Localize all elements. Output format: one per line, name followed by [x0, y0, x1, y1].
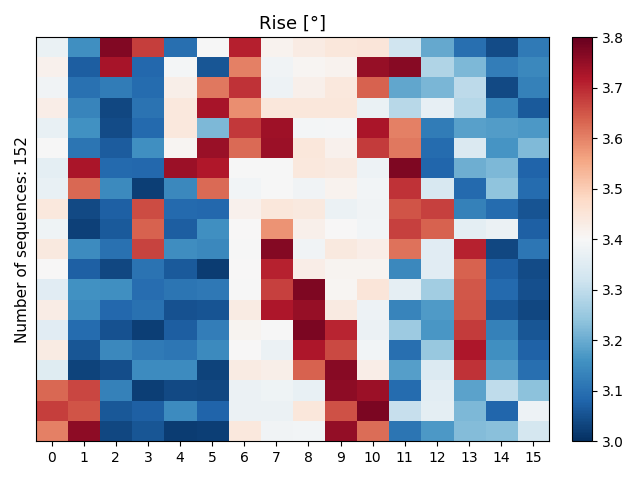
Title: Rise [°]: Rise [°] [259, 15, 326, 33]
Y-axis label: Number of sequences: 152: Number of sequences: 152 [15, 136, 30, 343]
